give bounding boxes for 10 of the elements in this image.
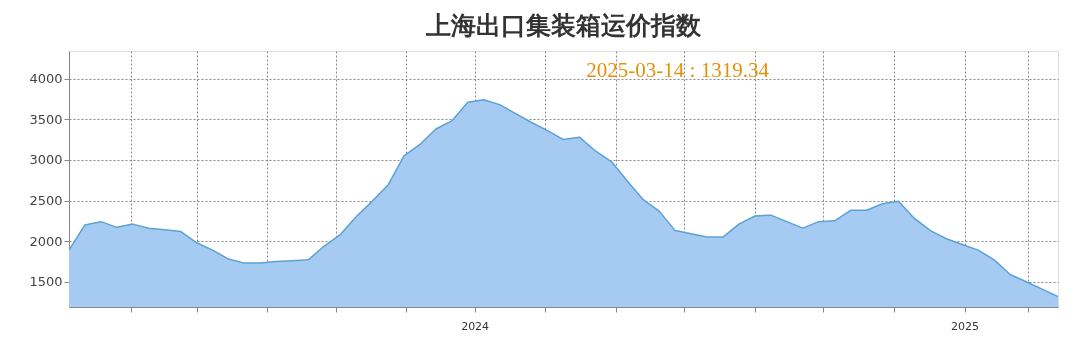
x-tick-label: 2024 [461, 319, 490, 333]
y-tick-label: 3000 [29, 152, 63, 168]
chart-title: 上海出口集装箱运价指数 [425, 11, 702, 40]
annotation: 2025-03-14 : 1319.34 [586, 58, 770, 82]
x-tick-label: 2025 [951, 319, 980, 333]
y-tick-label: 3500 [29, 111, 63, 127]
y-tick-label: 2000 [29, 233, 63, 249]
y-tick-label: 2500 [29, 193, 63, 209]
y-tick-label: 1500 [29, 274, 63, 290]
y-tick-label: 4000 [29, 71, 63, 87]
